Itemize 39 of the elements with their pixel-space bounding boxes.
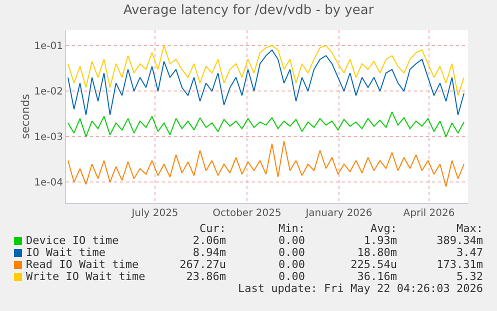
text: 267.27u bbox=[180, 258, 226, 271]
x-tick-label: October 2025 bbox=[212, 208, 282, 219]
text: Min: bbox=[278, 222, 305, 235]
text: 1.93m bbox=[364, 234, 397, 247]
y-axis-title: seconds bbox=[19, 94, 32, 139]
text: 5.32 bbox=[456, 270, 483, 283]
chart-title: Average latency for /dev/vdb - by year bbox=[123, 2, 374, 18]
text: 0.00 bbox=[278, 270, 305, 283]
line-series bbox=[68, 50, 464, 116]
line-series bbox=[68, 111, 464, 138]
text: Last update: Fri May 22 04:26:03 2026 bbox=[238, 282, 483, 295]
x-tick-label: April 2026 bbox=[403, 208, 455, 219]
legend-label: IO Wait time bbox=[26, 246, 106, 259]
text: 18.80m bbox=[357, 246, 397, 259]
line-series bbox=[68, 45, 464, 96]
x-tick-label: July 2025 bbox=[130, 208, 178, 219]
x-tick-label: January 2026 bbox=[304, 208, 372, 219]
y-tick-label: 1e-02 bbox=[34, 86, 63, 98]
text: Avg: bbox=[370, 222, 397, 235]
text: Cur: bbox=[200, 222, 226, 235]
y-tick-label: 1e-04 bbox=[34, 178, 63, 189]
text: 173.31m bbox=[436, 258, 483, 271]
y-tick-label: 1e-01 bbox=[34, 41, 63, 52]
legend-label: Device IO time bbox=[26, 234, 119, 247]
text: 0.00 bbox=[278, 234, 305, 247]
text: 23.86m bbox=[186, 270, 226, 283]
text: Max: bbox=[456, 222, 483, 235]
line-series bbox=[68, 140, 464, 188]
legend-label: Read IO Wait time bbox=[26, 258, 139, 271]
text: 0.00 bbox=[278, 258, 305, 271]
text: 3.47 bbox=[456, 246, 483, 259]
text: 225.54u bbox=[350, 258, 397, 271]
text: 8.94m bbox=[192, 246, 226, 259]
text: 389.34m bbox=[436, 234, 483, 247]
y-tick-label: 1e-03 bbox=[34, 132, 63, 144]
text: 2.06m bbox=[192, 234, 226, 247]
legend-label: Write IO Wait time bbox=[26, 270, 146, 283]
text: 0.00 bbox=[278, 246, 305, 259]
text: 36.16m bbox=[357, 270, 397, 283]
